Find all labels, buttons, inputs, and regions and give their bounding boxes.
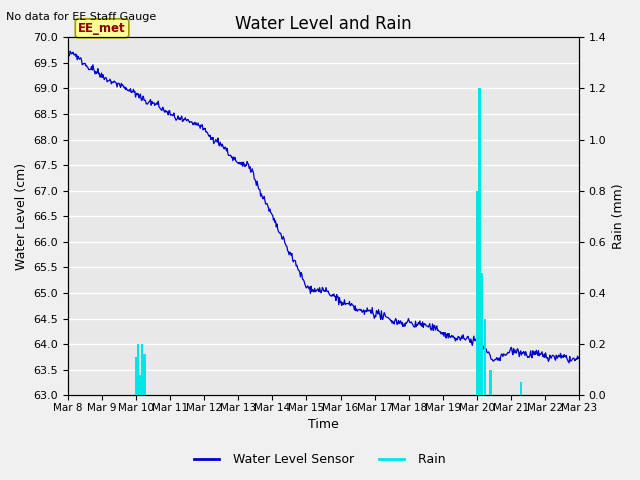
- Bar: [135, 357, 138, 395]
- Title: Water Level and Rain: Water Level and Rain: [235, 15, 412, 33]
- Text: No data for EE Staff Gauge: No data for EE Staff Gauge: [6, 12, 157, 22]
- Bar: [484, 319, 486, 395]
- Bar: [520, 383, 522, 395]
- Y-axis label: Water Level (cm): Water Level (cm): [15, 163, 28, 270]
- Bar: [141, 344, 143, 395]
- Y-axis label: Rain (mm): Rain (mm): [612, 183, 625, 249]
- X-axis label: Time: Time: [308, 419, 339, 432]
- Bar: [489, 370, 492, 395]
- Bar: [143, 354, 145, 395]
- Bar: [139, 375, 141, 395]
- Bar: [476, 191, 478, 395]
- Text: EE_met: EE_met: [78, 22, 126, 35]
- Bar: [481, 273, 483, 395]
- Bar: [137, 344, 140, 395]
- Bar: [478, 88, 481, 395]
- Legend:  Water Level Sensor,  Rain: Water Level Sensor, Rain: [189, 448, 451, 471]
